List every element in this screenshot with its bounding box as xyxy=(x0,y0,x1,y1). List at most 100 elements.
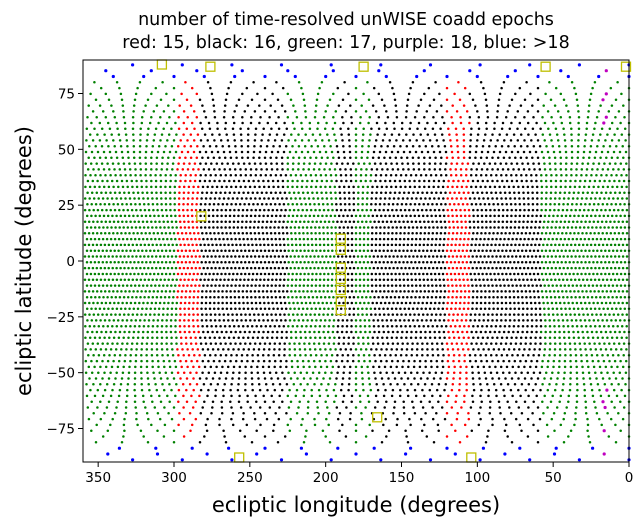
sky-point-epochs-16 xyxy=(251,383,254,386)
sky-point-epochs-17 xyxy=(115,371,118,374)
sky-point-epochs-17 xyxy=(133,249,136,252)
sky-point-epochs-17 xyxy=(121,301,124,305)
sky-point-epochs-15 xyxy=(191,307,195,311)
sky-point-epochs-16 xyxy=(370,290,374,293)
sky-point-epochs-16 xyxy=(476,214,480,218)
sky-point-epochs-16 xyxy=(441,359,444,363)
sky-point-epochs-15 xyxy=(192,365,195,369)
sky-point-epochs-16 xyxy=(529,295,532,299)
sky-point-epochs-17 xyxy=(301,266,304,270)
sky-point-epochs-17 xyxy=(91,330,94,334)
sky-point-epochs-16 xyxy=(413,313,416,316)
sky-point-epochs-16 xyxy=(285,336,288,340)
sky-point-epochs-17 xyxy=(546,255,550,258)
sky-point-epochs-16 xyxy=(491,255,494,258)
sky-point-epochs-16 xyxy=(539,336,542,340)
sky-point-epochs-16 xyxy=(486,319,490,322)
sky-point-epochs-16 xyxy=(408,179,411,183)
sky-point-epochs-15 xyxy=(463,301,466,305)
sky-point-epochs-17 xyxy=(159,295,163,299)
sky-point-epochs-15 xyxy=(451,290,455,293)
sky-point-epochs-17 xyxy=(318,394,322,398)
sky-point-epochs-15 xyxy=(468,214,471,218)
sky-point-epochs-16 xyxy=(278,313,282,316)
sky-point-epochs-15 xyxy=(186,197,190,200)
sky-point-epochs-16 xyxy=(252,179,255,183)
sky-point-epochs-16 xyxy=(245,208,249,212)
sky-point-epochs-17 xyxy=(147,203,150,206)
sky-point-epochs-16 xyxy=(248,330,251,334)
sky-point-epochs-16 xyxy=(437,272,441,276)
sky-point-epochs-17 xyxy=(358,278,362,282)
sky-point-epochs-16 xyxy=(380,266,383,270)
sky-point-epochs-17 xyxy=(103,319,107,322)
sky-point-epochs-17 xyxy=(611,272,615,276)
sky-point-epochs-16 xyxy=(485,249,488,252)
sky-point-epochs-17 xyxy=(146,226,150,229)
sky-point-epochs-16 xyxy=(337,336,341,340)
sky-point-epochs-16 xyxy=(349,173,353,177)
sky-point-epochs-16 xyxy=(245,290,249,293)
sky-point-epochs-16 xyxy=(394,249,397,252)
sky-point-epochs-17 xyxy=(298,243,302,247)
sky-point-epochs-16 xyxy=(199,203,203,206)
sky-point-epochs-17 xyxy=(150,394,153,398)
sky-point-epochs-17 xyxy=(159,400,163,403)
sky-point-epochs-16 xyxy=(520,179,524,183)
sky-point-epochs-17 xyxy=(158,266,162,270)
sky-point-epochs-16 xyxy=(426,348,429,351)
sky-point-epochs-17 xyxy=(129,324,132,328)
sky-point-epochs-16 xyxy=(379,191,383,194)
sky-point-epochs-16 xyxy=(266,284,269,287)
sky-point-epochs-16 xyxy=(266,319,270,322)
sky-point-epochs-16 xyxy=(471,400,475,403)
sky-point-epochs-17 xyxy=(138,203,142,206)
sky-point-epochs-16 xyxy=(281,255,285,258)
sky-point-epochs-17 xyxy=(588,441,592,444)
sky-point-epochs-16 xyxy=(223,191,227,194)
sky-point-epochs-17 xyxy=(544,324,547,328)
sky-point-epochs-17 xyxy=(90,307,93,311)
sky-point-epochs-16 xyxy=(438,295,442,299)
sky-point-epochs-16 xyxy=(245,423,249,427)
sky-point-epochs-17 xyxy=(114,377,117,380)
sky-point-epochs-17 xyxy=(308,342,311,345)
sky-point-epochs-16 xyxy=(210,324,213,328)
sky-point-epochs-15 xyxy=(192,324,195,328)
sky-point-epochs-16 xyxy=(274,173,278,177)
scatter-points xyxy=(83,63,631,462)
sky-point-epochs-16 xyxy=(212,272,215,276)
sky-point-epochs-16 xyxy=(254,237,257,241)
sky-point-epochs-17 xyxy=(567,284,571,287)
sky-point-epochs-16 xyxy=(388,214,391,218)
sky-point-epochs-17 xyxy=(114,330,117,334)
sky-point-epochs-16 xyxy=(245,214,249,218)
sky-point-epochs-17 xyxy=(308,348,312,351)
sky-point-epochs-15 xyxy=(197,365,201,369)
sky-point-epochs-17 xyxy=(125,348,128,351)
sky-point-epochs-15 xyxy=(465,261,469,264)
sky-point-epochs-15 xyxy=(182,197,185,200)
sky-point-epochs-16 xyxy=(394,185,398,189)
sky-point-epochs-16 xyxy=(245,266,249,270)
sky-point-epochs-17 xyxy=(330,284,334,287)
sky-point-epochs-17 xyxy=(298,232,301,235)
sky-point-epochs-17 xyxy=(298,237,302,241)
sky-point-epochs-17 xyxy=(544,232,548,235)
sky-point-epochs-16 xyxy=(403,371,407,374)
sky-point-epochs-16 xyxy=(379,214,383,218)
sky-point-epochs-17 xyxy=(366,394,370,398)
sky-point-epochs-17 xyxy=(330,179,333,183)
sky-point-epochs-17 xyxy=(621,278,625,282)
sky-point-epochs-16 xyxy=(350,290,354,293)
sky-point-epochs-17 xyxy=(572,336,576,340)
sky-point-epochs-17 xyxy=(96,313,100,316)
sky-point-epochs-16 xyxy=(523,400,527,403)
sky-point-epochs-16 xyxy=(509,197,512,200)
sky-point-epochs-17 xyxy=(168,185,172,189)
sky-point-epochs-16 xyxy=(250,324,254,328)
sky-point-epochs-17 xyxy=(559,185,563,189)
sky-point-epochs-16 xyxy=(200,261,203,264)
sky-point-epochs-16 xyxy=(521,185,525,189)
sky-point-epochs-17 xyxy=(299,261,302,264)
